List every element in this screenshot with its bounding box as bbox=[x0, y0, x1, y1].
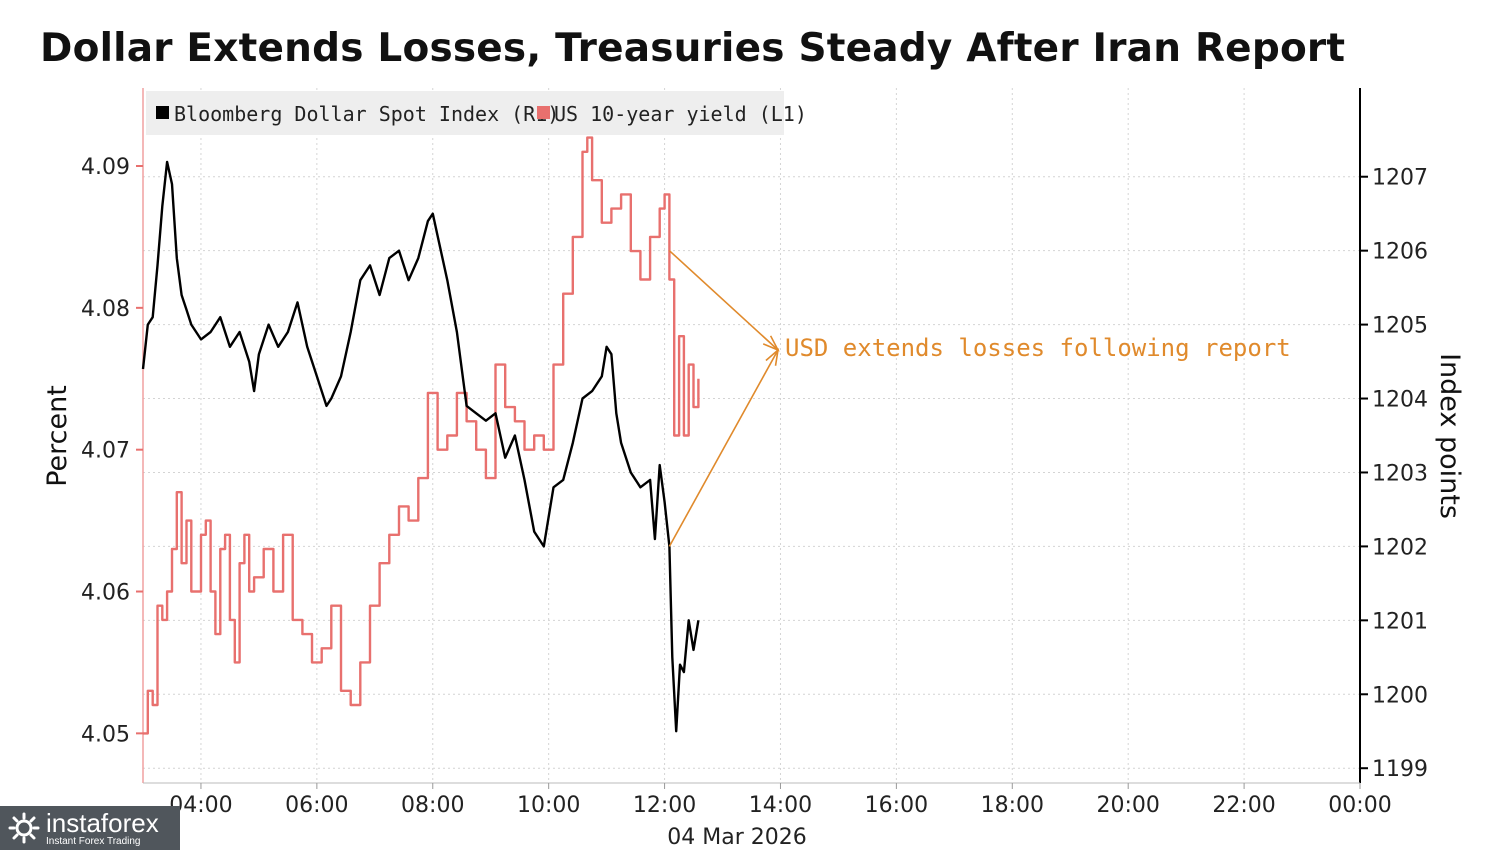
x-tick-label: 08:00 bbox=[401, 793, 464, 818]
legend-box bbox=[146, 91, 784, 135]
right-tick-label: 1203 bbox=[1372, 461, 1428, 486]
watermark-tagline: Instant Forex Trading bbox=[46, 835, 141, 847]
right-tick-label: 1207 bbox=[1372, 166, 1428, 191]
watermark-name: instaforex bbox=[46, 807, 159, 838]
x-tick-label: 00:00 bbox=[1328, 793, 1391, 818]
right-tick-label: 1199 bbox=[1372, 757, 1428, 782]
axes bbox=[142, 88, 1361, 784]
series-line-dollar-spot-index bbox=[141, 160, 700, 733]
left-tick-label: 4.09 bbox=[81, 155, 130, 180]
series-lines bbox=[141, 136, 700, 735]
left-axis-label: Percent bbox=[42, 385, 73, 487]
annotation-arrow-lower bbox=[668, 349, 779, 547]
right-tick-label: 1206 bbox=[1372, 240, 1428, 265]
x-tick-label: 18:00 bbox=[981, 793, 1044, 818]
x-axis-label: 04 Mar 2026 bbox=[667, 825, 806, 850]
instaforex-logo-icon bbox=[8, 812, 40, 844]
x-tick-label: 12:00 bbox=[633, 793, 696, 818]
legend-label-yield: US 10-year yield (L1) bbox=[554, 102, 807, 126]
left-tick-label: 4.07 bbox=[81, 439, 130, 464]
right-axis-ticks: 1199 1200 1201 1202 1203 1204 1205 1206 1207 bbox=[1360, 166, 1428, 782]
annotation-arrow-upper bbox=[668, 250, 779, 351]
annotation: USD extends losses following report bbox=[668, 250, 1291, 547]
watermark-logo: instaforex Instant Forex Trading bbox=[0, 806, 180, 850]
series-line-us-10-year-yield bbox=[143, 136, 700, 735]
annotation-arrowhead bbox=[765, 347, 780, 366]
right-axis-label: Index points bbox=[1434, 353, 1465, 519]
legend: Bloomberg Dollar Spot Index (R1)US 10-ye… bbox=[146, 91, 807, 135]
x-tick-label: 20:00 bbox=[1096, 793, 1159, 818]
chart-title: Dollar Extends Losses, Treasuries Steady… bbox=[40, 26, 1346, 71]
x-tick-label: 06:00 bbox=[285, 793, 348, 818]
legend-swatch-yield bbox=[537, 106, 550, 119]
right-tick-label: 1204 bbox=[1372, 388, 1428, 413]
x-axis-ticks: 04:00 06:00 08:00 10:00 12:00 14:00 16:00 18:00… bbox=[169, 783, 1392, 818]
x-tick-label: 10:00 bbox=[517, 793, 580, 818]
left-tick-label: 4.06 bbox=[81, 581, 130, 606]
x-tick-label: 14:00 bbox=[749, 793, 812, 818]
left-tick-label: 4.05 bbox=[81, 722, 130, 747]
annotation-label: USD extends losses following report bbox=[785, 334, 1291, 362]
left-tick-label: 4.08 bbox=[81, 297, 130, 322]
right-tick-label: 1201 bbox=[1372, 609, 1428, 634]
grid-lines bbox=[143, 88, 1361, 783]
right-tick-label: 1205 bbox=[1372, 314, 1428, 339]
right-tick-label: 1202 bbox=[1372, 535, 1428, 560]
x-tick-label: 16:00 bbox=[865, 793, 928, 818]
legend-swatch-dollar bbox=[156, 106, 169, 119]
right-tick-label: 1200 bbox=[1372, 683, 1428, 708]
legend-label-dollar: Bloomberg Dollar Spot Index (R1) bbox=[174, 102, 559, 126]
left-axis-ticks: 4.05 4.06 4.07 4.08 4.09 bbox=[81, 155, 143, 747]
x-tick-label: 22:00 bbox=[1212, 793, 1275, 818]
